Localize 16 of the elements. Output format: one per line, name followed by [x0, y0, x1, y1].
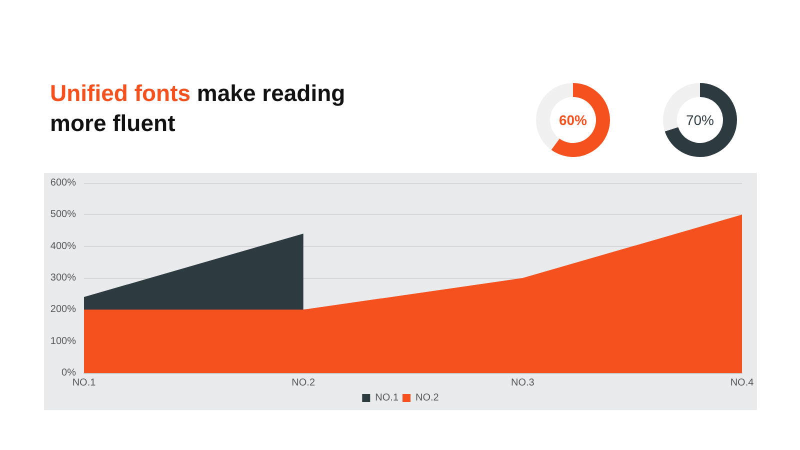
x-tick-label: NO.2 — [292, 378, 316, 388]
x-tick-label: NO.3 — [510, 378, 535, 388]
legend-label: NO.2 — [416, 392, 440, 404]
y-tick-label: 300% — [50, 272, 76, 284]
chart-title: Unified fonts make reading more fluent — [50, 79, 346, 138]
y-tick-label: 200% — [50, 304, 76, 316]
x-tick-label: NO.1 — [72, 378, 96, 388]
x-tick-label: NO.4 — [730, 378, 754, 388]
y-tick-label: 600% — [50, 178, 76, 188]
legend-label: NO.1 — [375, 392, 399, 404]
y-tick-label: 100% — [50, 336, 76, 347]
data-label: 70% — [686, 112, 714, 128]
y-tick-label: 0% — [62, 368, 76, 378]
data-label: 60% — [558, 112, 588, 128]
y-tick-label: 400% — [50, 240, 76, 252]
y-tick-label: 500% — [50, 209, 76, 220]
